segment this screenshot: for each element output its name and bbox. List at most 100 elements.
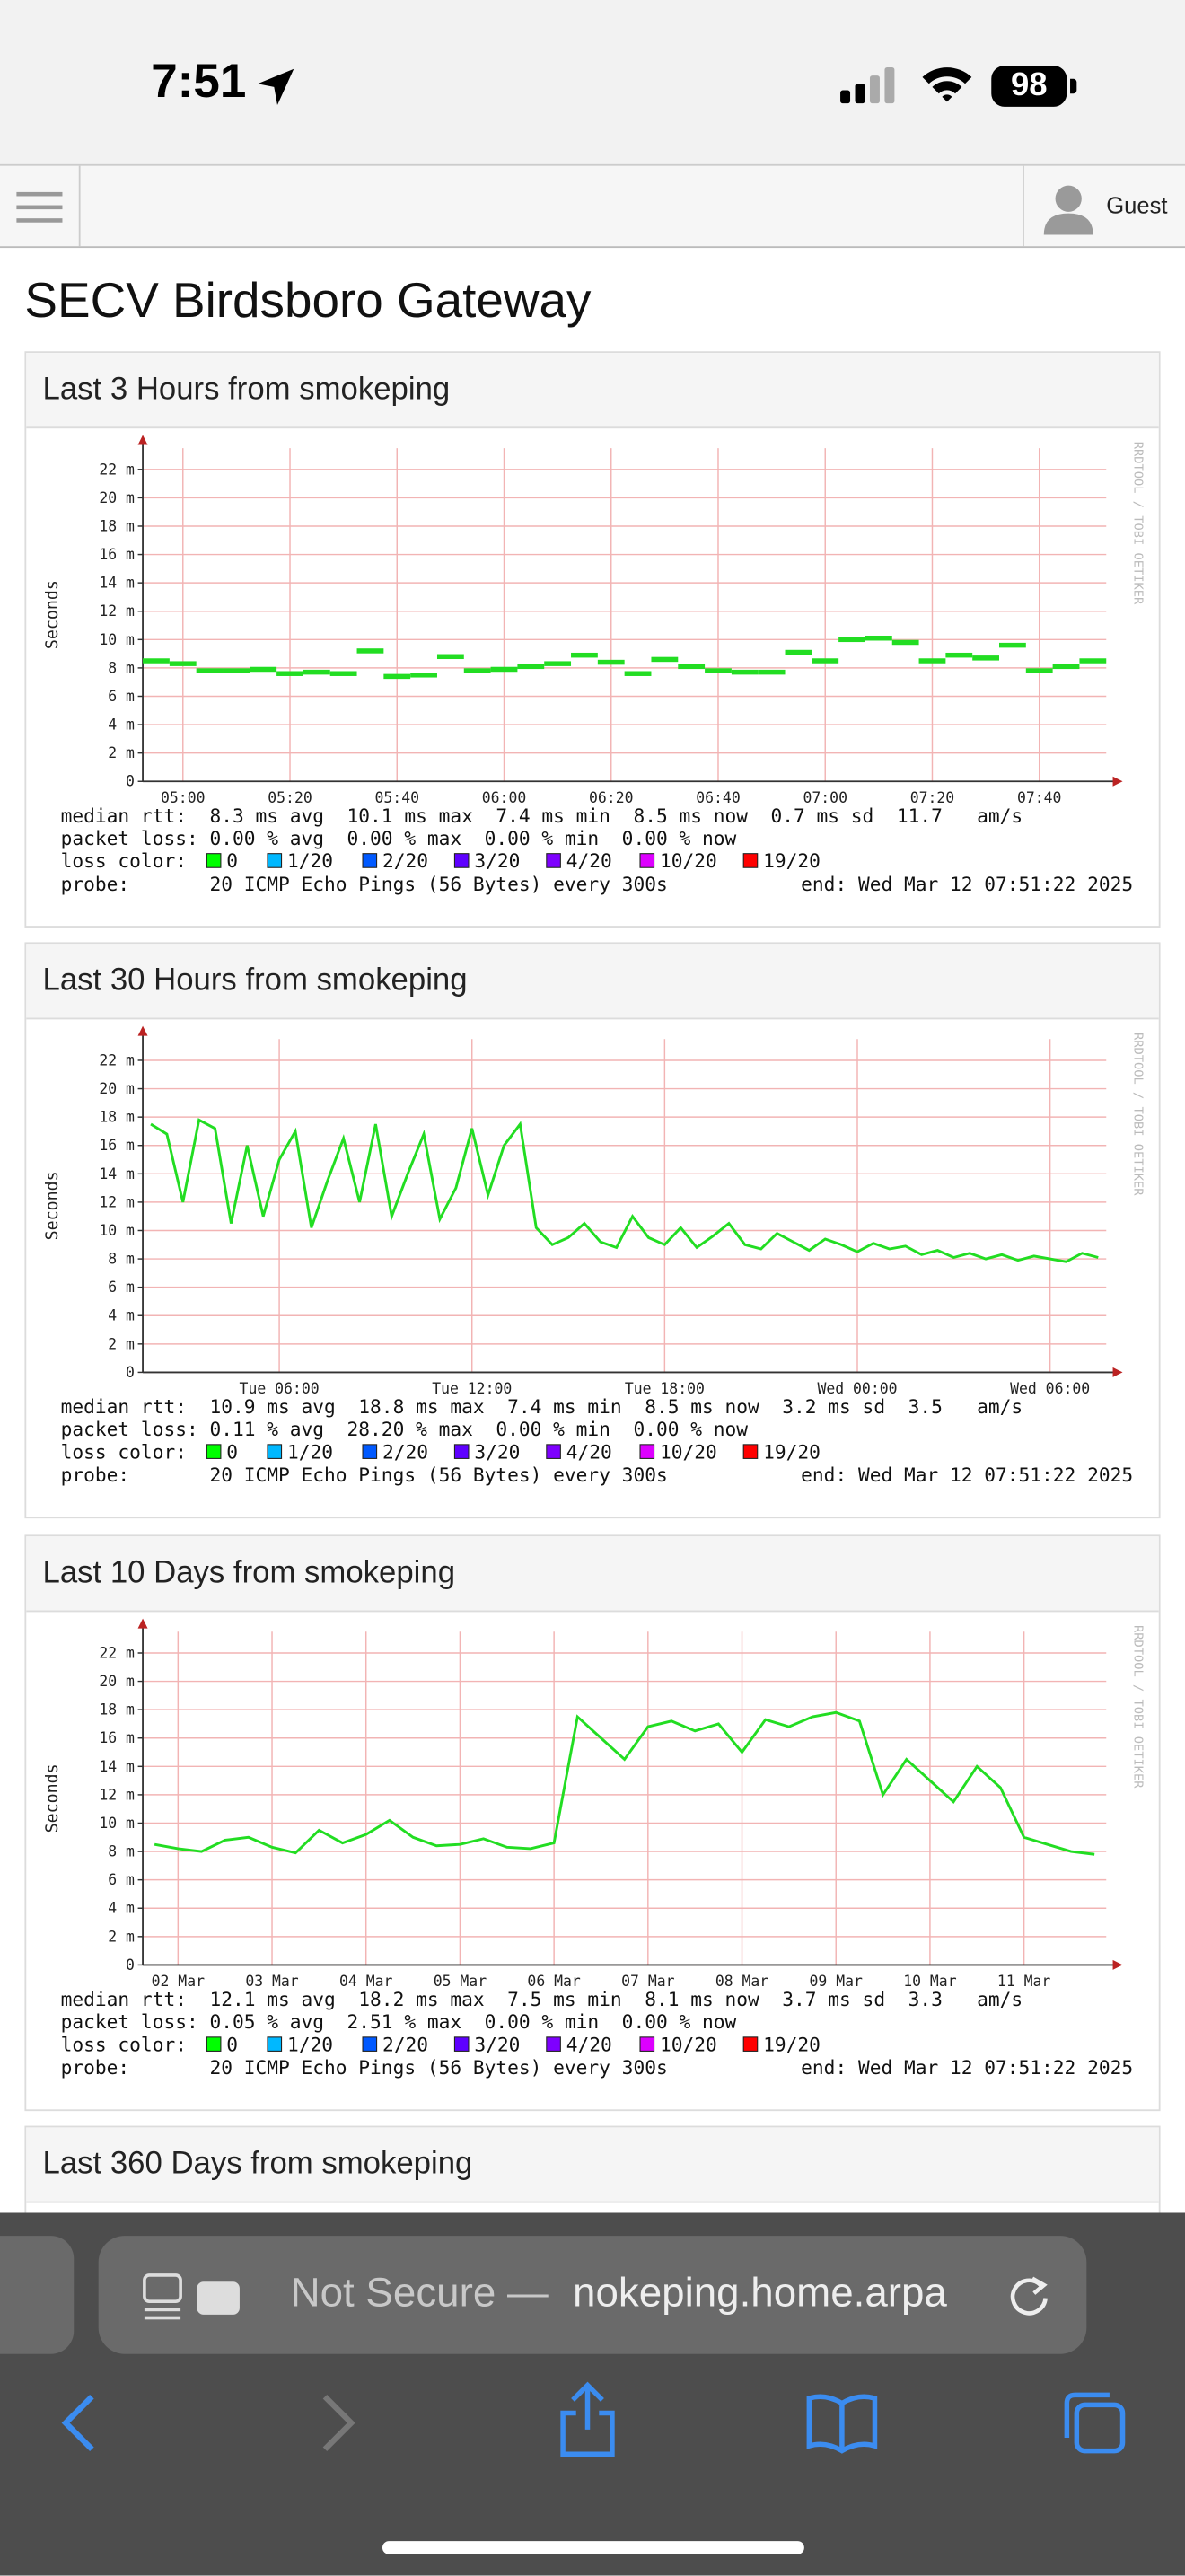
share-button[interactable] bbox=[555, 2380, 620, 2459]
y-axis-label: Seconds bbox=[43, 1171, 62, 1240]
y-tick-label: 2 m bbox=[108, 1335, 135, 1352]
median-step bbox=[758, 669, 786, 675]
axis-arrow bbox=[1112, 1367, 1123, 1377]
median-step bbox=[785, 649, 812, 655]
x-tick-label: Tue 06:00 bbox=[240, 1380, 320, 1397]
loss-label: loss color: bbox=[61, 849, 187, 872]
y-tick-label: 12 m bbox=[99, 602, 135, 620]
y-tick-label: 14 m bbox=[99, 1758, 135, 1775]
loss-swatch-label: 0 bbox=[226, 2033, 238, 2055]
median-step bbox=[1052, 664, 1080, 670]
y-axis-label: Seconds bbox=[43, 580, 62, 649]
x-tick-label: 11 Mar bbox=[997, 1973, 1050, 1990]
loss-swatch bbox=[453, 853, 470, 868]
prev-tab[interactable] bbox=[0, 2236, 75, 2354]
probe-line: probe: 20 ICMP Echo Pings (56 Bytes) eve… bbox=[61, 1464, 668, 1486]
median-step bbox=[490, 666, 518, 673]
y-tick-label: 18 m bbox=[99, 1109, 135, 1126]
loss-swatch-label: 1/20 bbox=[287, 2033, 333, 2055]
x-tick-label: Wed 06:00 bbox=[1010, 1380, 1090, 1397]
user-icon[interactable] bbox=[1040, 182, 1096, 235]
x-tick-label: 05:00 bbox=[161, 789, 205, 806]
reload-button[interactable] bbox=[1005, 2272, 1054, 2321]
x-tick-label: 06:40 bbox=[696, 789, 740, 806]
user-name[interactable]: Guest bbox=[1106, 191, 1168, 219]
panel: Last 3 Hours from smokeping 0 2 m 4 m 6 m 8 m… bbox=[24, 351, 1161, 928]
y-tick-label: 0 bbox=[126, 1364, 135, 1381]
axis-arrow bbox=[1112, 776, 1123, 787]
forward-button[interactable] bbox=[309, 2390, 368, 2456]
panel-title: Last 30 Hours from smokeping bbox=[26, 944, 1159, 1020]
toolbar: Guest bbox=[0, 163, 1185, 249]
stats-line: median rtt: 10.9 ms avg 18.8 ms max 7.4 … bbox=[61, 1395, 1023, 1418]
loss-swatch bbox=[453, 2036, 470, 2052]
reader-icon[interactable] bbox=[141, 2272, 242, 2321]
loss-swatch-label: 3/20 bbox=[474, 1440, 520, 1463]
loss-swatch bbox=[206, 853, 222, 868]
graph: 0 2 m 4 m 6 m 8 m 10 m 12 m 14 m 16 m 18 m 20 m 22 … bbox=[43, 1025, 1145, 1486]
y-tick-label: 16 m bbox=[99, 1729, 135, 1746]
stats-line: packet loss: 0.05 % avg 2.51 % max 0.00 … bbox=[61, 2010, 737, 2033]
tabs-button[interactable] bbox=[1058, 2387, 1130, 2458]
y-tick-label: 4 m bbox=[108, 1307, 135, 1324]
status-bar: 7:51 98 bbox=[0, 0, 1185, 164]
loss-swatch bbox=[742, 1444, 759, 1459]
probe-line: probe: 20 ICMP Echo Pings (56 Bytes) eve… bbox=[61, 873, 668, 895]
y-tick-label: 18 m bbox=[99, 517, 135, 534]
y-tick-label: 4 m bbox=[108, 717, 135, 734]
y-tick-label: 20 m bbox=[99, 489, 135, 506]
separator bbox=[78, 165, 81, 247]
panel-title: Last 10 Days from smokeping bbox=[26, 1536, 1159, 1613]
median-step bbox=[812, 658, 839, 664]
address-bar[interactable]: Not Secure — nokeping.home.arpa bbox=[98, 2236, 1087, 2354]
back-button[interactable] bbox=[49, 2390, 109, 2456]
bookmarks-button[interactable] bbox=[804, 2390, 880, 2456]
median-step bbox=[865, 635, 892, 641]
panel-title: Last 360 Days from smokeping bbox=[26, 2127, 1159, 2203]
loss-swatch-label: 3/20 bbox=[474, 849, 520, 872]
menu-button[interactable] bbox=[16, 189, 66, 224]
y-tick-label: 20 m bbox=[99, 1080, 135, 1097]
page-title: SECV Birdsboro Gateway bbox=[24, 274, 592, 329]
loss-swatch-label: 19/20 bbox=[763, 1440, 821, 1463]
x-tick-label: Tue 12:00 bbox=[432, 1380, 512, 1397]
x-tick-label: 05:40 bbox=[375, 789, 419, 806]
x-tick-label: Tue 18:00 bbox=[625, 1380, 705, 1397]
url-host[interactable]: nokeping.home.arpa bbox=[573, 2270, 947, 2317]
loss-swatch-label: 4/20 bbox=[566, 1440, 612, 1463]
y-tick-label: 8 m bbox=[108, 1251, 135, 1268]
loss-swatch bbox=[546, 853, 561, 868]
median-step bbox=[544, 661, 572, 666]
panel-title: Last 3 Hours from smokeping bbox=[26, 353, 1159, 429]
median-step bbox=[356, 648, 384, 654]
y-tick-label: 10 m bbox=[99, 1222, 135, 1239]
battery: 98 bbox=[991, 66, 1067, 107]
median-line bbox=[154, 1710, 1095, 1856]
y-tick-label: 14 m bbox=[99, 575, 135, 592]
loss-swatch-label: 4/20 bbox=[566, 849, 612, 872]
home-indicator bbox=[382, 2541, 804, 2554]
y-tick-label: 10 m bbox=[99, 1815, 135, 1832]
side-text: RRDTOOL / TOBI OETIKER bbox=[1130, 1625, 1145, 1789]
median-step bbox=[196, 668, 224, 673]
browser-bar: Not Secure — nokeping.home.arpa bbox=[0, 2212, 1185, 2576]
clock: 7:51 bbox=[151, 56, 247, 109]
y-tick-label: 0 bbox=[126, 773, 135, 790]
loss-swatch-label: 2/20 bbox=[382, 1440, 428, 1463]
y-tick-label: 12 m bbox=[99, 1193, 135, 1210]
y-tick-label: 2 m bbox=[108, 744, 135, 761]
median-step bbox=[436, 654, 464, 660]
median-line bbox=[150, 1118, 1099, 1263]
loss-swatch-label: 2/20 bbox=[382, 2033, 428, 2055]
loss-label: loss color: bbox=[61, 1440, 187, 1463]
loss-swatch-label: 1/20 bbox=[287, 849, 333, 872]
median-step bbox=[1079, 658, 1107, 664]
loss-swatch bbox=[206, 1444, 222, 1459]
loss-swatch bbox=[546, 2036, 561, 2052]
median-step bbox=[571, 652, 598, 658]
loss-swatch-label: 10/20 bbox=[660, 849, 717, 872]
loss-swatch bbox=[362, 2036, 378, 2052]
loss-swatch bbox=[639, 2036, 655, 2052]
loss-swatch bbox=[639, 1444, 655, 1459]
